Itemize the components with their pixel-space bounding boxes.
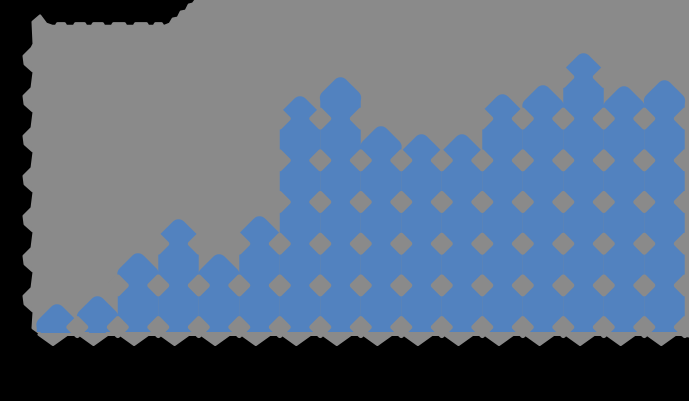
hatch-hole: [471, 316, 494, 339]
hatch-hole: [430, 316, 453, 339]
hatch-hole: [511, 107, 534, 130]
hatch-hole: [633, 149, 656, 172]
bar-strip: [279, 115, 321, 332]
hatch-hole: [592, 316, 615, 339]
hatch-hole: [633, 274, 656, 297]
hatch-hole: [511, 149, 534, 172]
bar: [157, 219, 200, 332]
bar: [481, 94, 524, 332]
hatch-hole: [268, 316, 291, 339]
hatch-hole: [633, 191, 656, 214]
hatch-hole: [673, 316, 689, 339]
hatch-hole: [471, 274, 494, 297]
hatch-hole: [511, 274, 534, 297]
bar-strip: [482, 113, 523, 332]
hatch-hole: [673, 232, 689, 255]
hatch-hole: [471, 191, 494, 214]
hatch-hole: [228, 232, 251, 255]
hatch-hole: [390, 149, 413, 172]
bar-strip: [522, 104, 564, 332]
hatch-hole: [673, 191, 689, 214]
hatch-hole: [552, 316, 575, 339]
hatch-hole: [147, 274, 170, 297]
hatch-hole: [309, 274, 332, 297]
hatch-hole: [552, 149, 575, 172]
hatch-hole: [430, 149, 453, 172]
bar: [238, 216, 281, 332]
hatch-hole: [552, 66, 575, 89]
hatch-hole: [592, 149, 615, 172]
bar-strip: [320, 96, 361, 332]
bar-strip: [644, 99, 685, 332]
hatch-hole: [309, 107, 332, 130]
hatch-hole: [592, 66, 615, 89]
hatch-hole: [309, 232, 332, 255]
hatch-hole: [552, 107, 575, 130]
hatch-hole: [187, 274, 210, 297]
bars-group: [36, 53, 686, 333]
hatch-hole: [349, 191, 372, 214]
hatch-hole: [268, 191, 291, 214]
hatch-hole: [592, 274, 615, 297]
hatch-hole: [349, 274, 372, 297]
bar: [360, 126, 402, 332]
hatch-hole: [268, 149, 291, 172]
hatch-hole: [309, 191, 332, 214]
hatch-hole: [187, 316, 210, 339]
bar: [279, 96, 321, 332]
hatch-hole: [552, 191, 575, 214]
hatch-hole: [633, 232, 656, 255]
hatch-hole: [430, 191, 453, 214]
bar: [522, 85, 564, 332]
hatch-hole: [187, 232, 210, 255]
hatch-hole: [66, 316, 89, 339]
hatch-hole: [471, 232, 494, 255]
hatch-hole: [390, 274, 413, 297]
hatch-hole: [349, 316, 372, 339]
hatch-hole: [106, 316, 129, 339]
hatch-hole: [552, 232, 575, 255]
hatch-hole: [309, 149, 332, 172]
hatch-hole: [633, 107, 656, 130]
hatch-hole: [268, 232, 291, 255]
hatch-hole: [309, 316, 332, 339]
hatch-hole: [673, 149, 689, 172]
hatch-hole: [349, 149, 372, 172]
hatch-hole: [552, 274, 575, 297]
bar-strip: [36, 323, 78, 332]
hatch-hole: [390, 232, 413, 255]
bar-strip: [603, 105, 645, 332]
bar: [643, 80, 686, 332]
hatch-hole: [349, 107, 372, 130]
hatch-hole: [511, 191, 534, 214]
hatch-hole: [430, 274, 453, 297]
hatch-hole: [511, 316, 534, 339]
bar: [603, 86, 645, 332]
hatch-hole: [673, 274, 689, 297]
hatch-hole: [471, 107, 494, 130]
hatch-holes-group: [66, 66, 689, 339]
hatch-hole: [268, 107, 291, 130]
hatch-hole: [592, 107, 615, 130]
hatch-hole: [471, 149, 494, 172]
hatch-hole: [268, 274, 291, 297]
hatch-hole: [430, 232, 453, 255]
hatch-hole: [673, 107, 689, 130]
hatch-hole: [633, 316, 656, 339]
hatch-hole: [592, 232, 615, 255]
hatch-hole: [390, 191, 413, 214]
hatch-hole: [228, 316, 251, 339]
hatch-hole: [228, 274, 251, 297]
hatch-hole: [147, 232, 170, 255]
bar: [319, 77, 362, 332]
hatch-hole: [147, 316, 170, 339]
hatch-hole: [511, 232, 534, 255]
bar: [36, 304, 78, 333]
hatch-hole: [106, 274, 129, 297]
hatch-hole: [592, 191, 615, 214]
hatch-hole: [390, 316, 413, 339]
hatch-hole: [349, 232, 372, 255]
